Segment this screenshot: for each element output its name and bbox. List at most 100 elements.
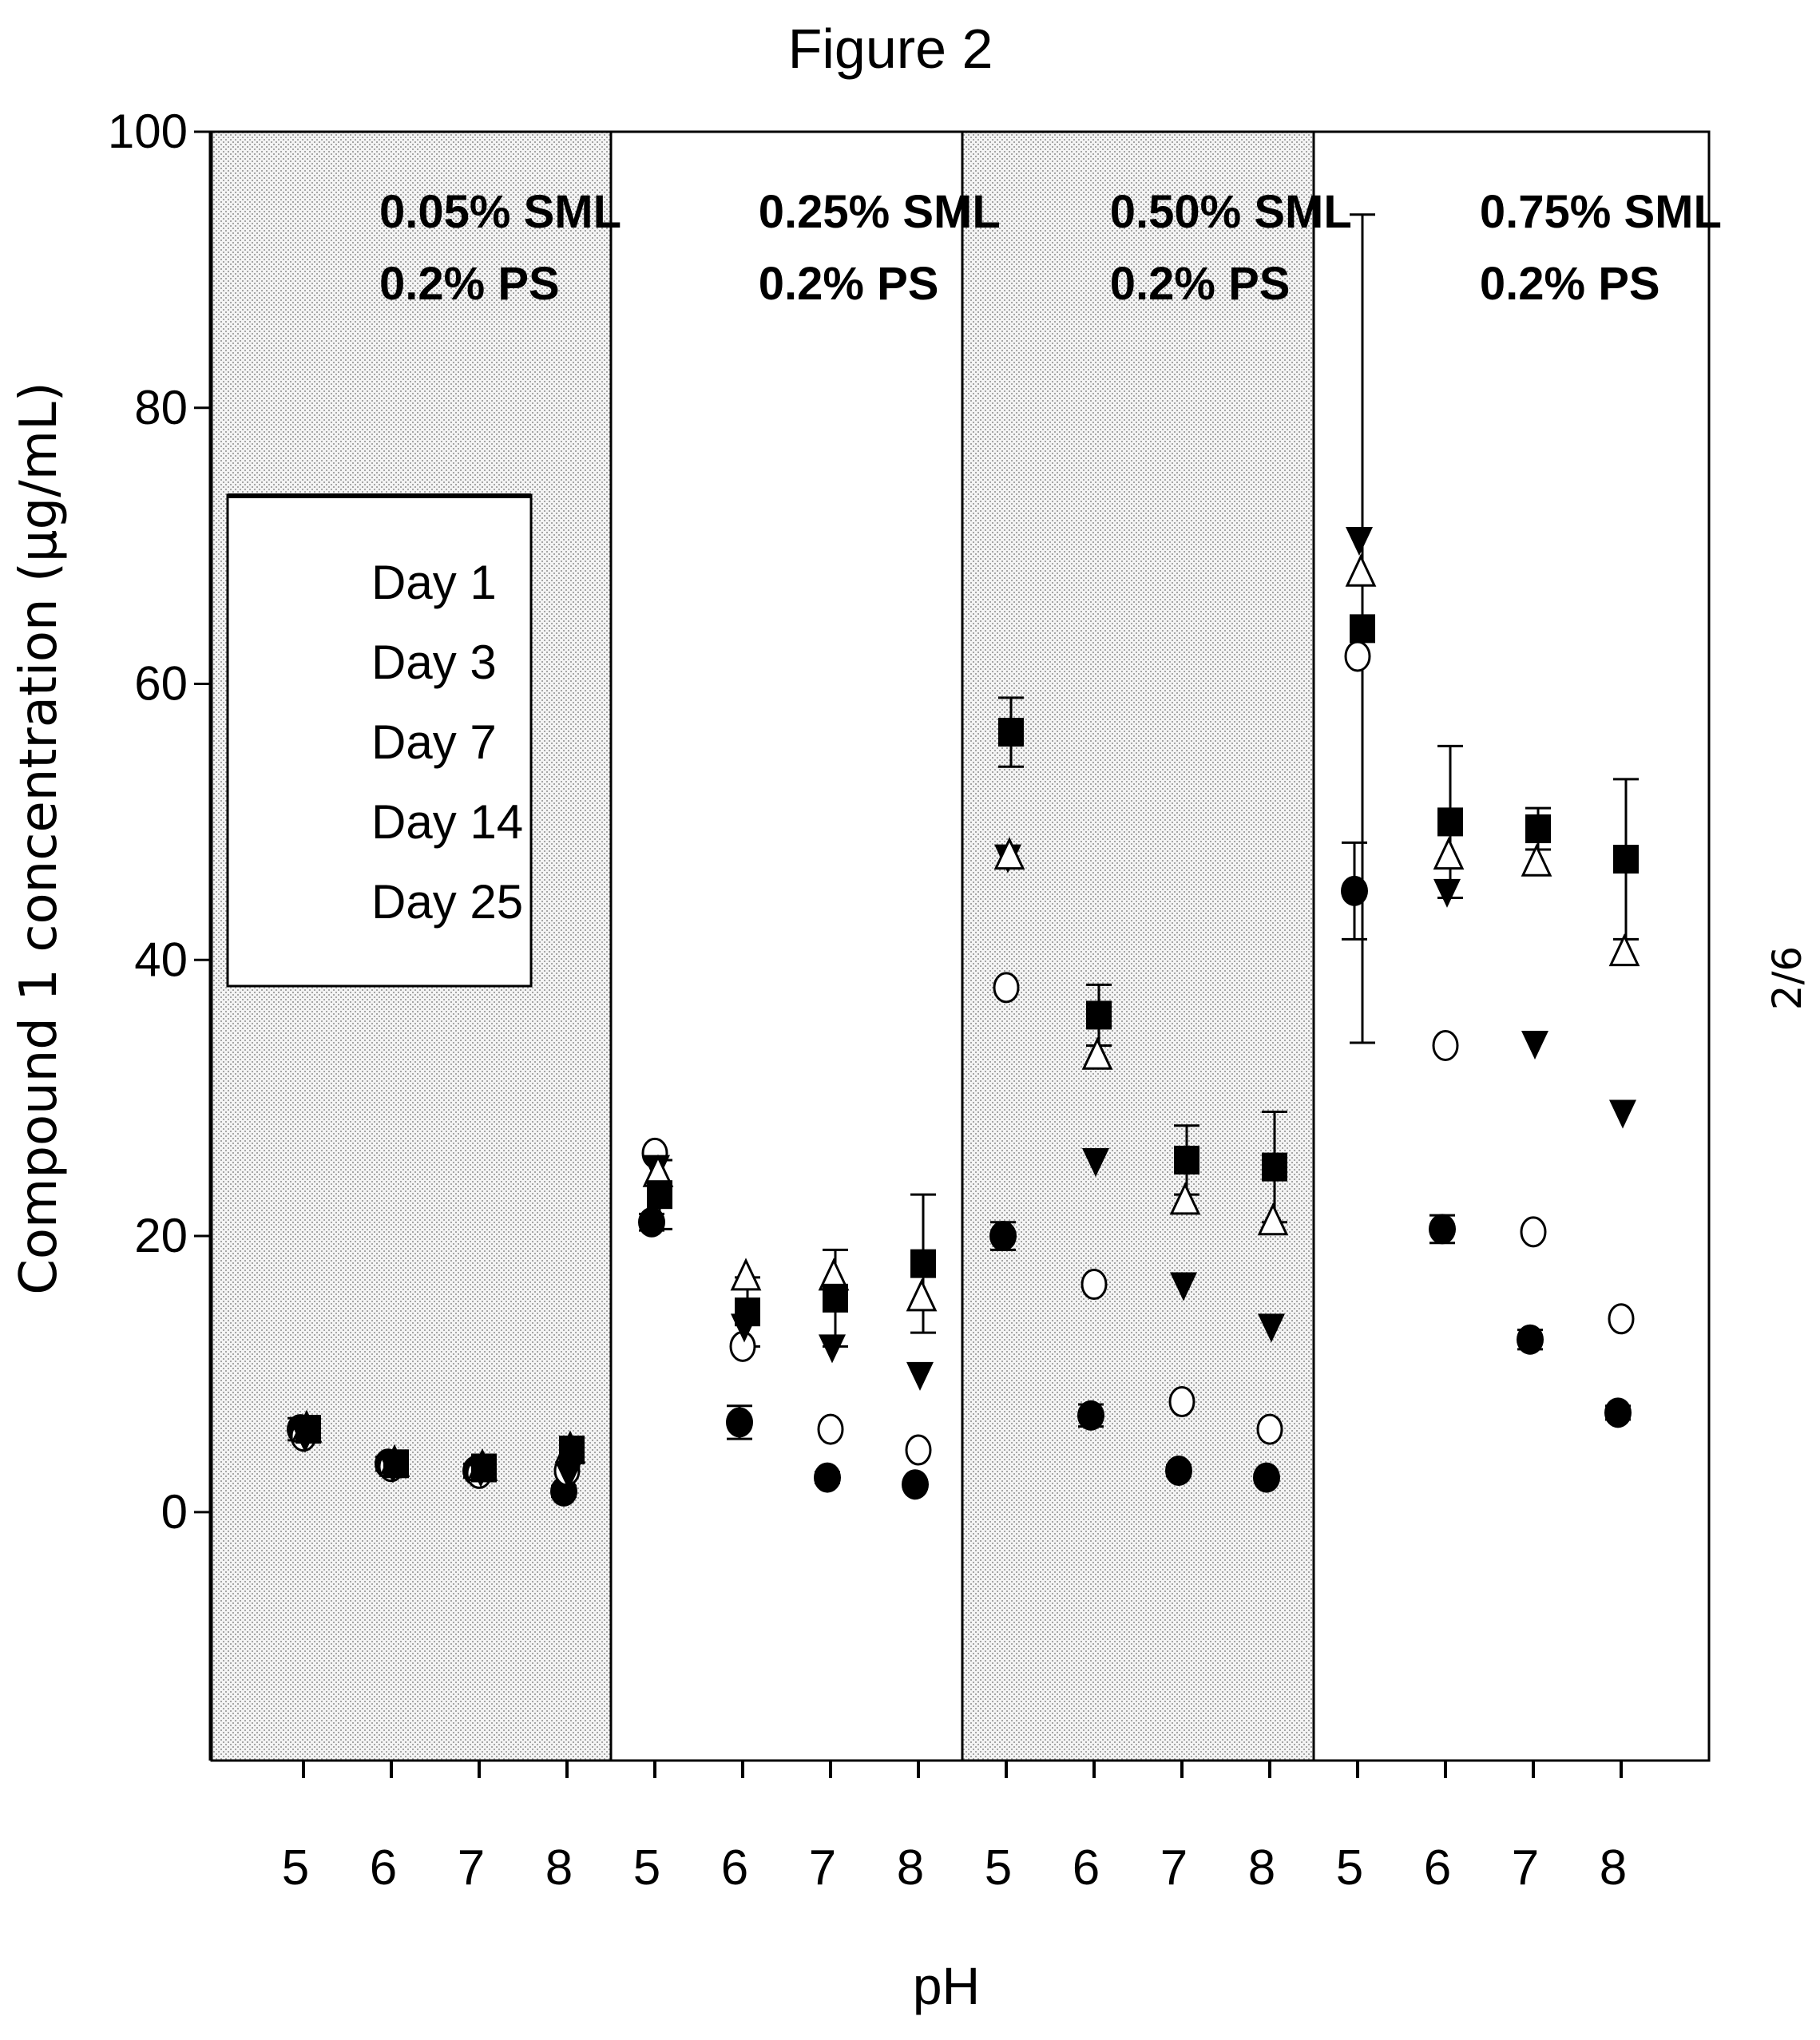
y-axis-title: Compound 1 concentration (µg/mL) — [10, 382, 69, 1295]
marker-day-7 — [1170, 1272, 1197, 1301]
y-tick-label: 40 — [134, 933, 188, 986]
marker-day-1 — [989, 1221, 1017, 1252]
marker-day-3 — [1081, 1269, 1108, 1301]
marker-day-3 — [1432, 1029, 1459, 1061]
x-tick-label: 5 — [282, 1840, 309, 1895]
marker-day-14 — [730, 1258, 762, 1291]
x-tick-label: 7 — [1160, 1840, 1188, 1895]
x-tick-label: 5 — [985, 1840, 1012, 1895]
marker-day-7 — [1346, 527, 1373, 556]
x-tick-label: 8 — [897, 1840, 924, 1895]
marker-day-7 — [1433, 878, 1461, 908]
panel-4 — [1312, 130, 1711, 1762]
panel-label-line2: 0.2% PS — [1480, 258, 1660, 310]
marker-day-1 — [1253, 1462, 1280, 1493]
marker-day-7 — [906, 1361, 934, 1391]
x-tick-label: 7 — [458, 1840, 485, 1895]
marker-day-3 — [1608, 1303, 1635, 1335]
panel-2 — [609, 130, 964, 1762]
marker-day-25 — [823, 1283, 848, 1313]
x-tick-label: 6 — [721, 1840, 748, 1895]
marker-day-7 — [1258, 1313, 1285, 1343]
marker-day-25 — [383, 1449, 409, 1479]
y-axis: 0 20 40 60 80 100 — [108, 105, 212, 1761]
panel-backgrounds — [210, 130, 1711, 1762]
x-axis-title: pH — [913, 1956, 980, 2015]
plot-frame — [210, 130, 1711, 1762]
x-tick-label: 7 — [809, 1840, 836, 1895]
y-tick-label: 0 — [161, 1485, 188, 1539]
panel-3 — [961, 130, 1315, 1762]
x-tick-label: 7 — [1512, 1840, 1539, 1895]
legend: Day 1 Day 3 Day 7 Day 14 Day 25 — [226, 493, 533, 988]
marker-day-1 — [1165, 1455, 1192, 1486]
marker-day-1 — [1517, 1324, 1544, 1355]
marker-day-7 — [1521, 1031, 1548, 1060]
marker-day-3 — [1256, 1413, 1283, 1445]
y-tick-label: 60 — [134, 657, 188, 711]
panel-label-line2: 0.2% PS — [1110, 258, 1291, 310]
legend-label: Day 3 — [371, 636, 497, 689]
panel-label-line1: 0.50% SML — [1110, 186, 1352, 238]
marker-day-14 — [1081, 1036, 1113, 1070]
x-tick-label: 8 — [545, 1840, 573, 1895]
x-tick-label: 6 — [370, 1840, 397, 1895]
marker-day-7 — [1609, 1099, 1636, 1129]
marker-day-25 — [559, 1436, 585, 1465]
marker-day-1 — [1077, 1400, 1104, 1431]
marker-day-3 — [817, 1413, 844, 1445]
marker-day-25 — [295, 1415, 321, 1444]
x-tick-label: 6 — [1424, 1840, 1451, 1895]
legend-label: Day 1 — [371, 556, 497, 609]
marker-day-14 — [1521, 843, 1552, 877]
panel-label-line1: 0.25% SML — [759, 186, 1001, 238]
marker-day-1 — [638, 1206, 665, 1238]
marker-day-14 — [1608, 933, 1640, 967]
marker-day-25 — [471, 1453, 497, 1483]
marker-day-1 — [814, 1462, 841, 1493]
legend-label: Day 25 — [371, 875, 523, 929]
y-tick-label: 20 — [134, 1209, 188, 1262]
x-tick-label: 6 — [1073, 1840, 1100, 1895]
x-tick-label: 8 — [1248, 1840, 1275, 1895]
data-markers — [284, 527, 1640, 1507]
panel-label-line1: 0.75% SML — [1480, 186, 1722, 238]
marker-day-3 — [1344, 640, 1371, 672]
figure-title: Figure 2 — [788, 18, 993, 80]
page-number: 2/6 — [1764, 946, 1810, 1010]
marker-day-25 — [647, 1180, 672, 1210]
marker-day-14 — [1169, 1182, 1201, 1215]
marker-day-7 — [1082, 1147, 1109, 1177]
marker-day-3 — [905, 1434, 932, 1466]
legend-label: Day 14 — [371, 795, 523, 849]
marker-day-14 — [1345, 553, 1377, 587]
panel-labels: 0.05% SML 0.2% PS 0.25% SML 0.2% PS 0.50% SM… — [379, 186, 1722, 310]
marker-day-25 — [1262, 1152, 1287, 1182]
marker-day-1 — [1429, 1214, 1456, 1245]
marker-day-14 — [993, 837, 1025, 870]
marker-day-25 — [910, 1249, 936, 1278]
marker-day-1 — [1604, 1397, 1632, 1428]
panel-label-line2: 0.2% PS — [379, 258, 560, 310]
marker-day-25 — [1613, 845, 1639, 874]
marker-day-14 — [906, 1278, 938, 1312]
marker-day-25 — [1525, 814, 1551, 844]
legend-label: Day 7 — [371, 715, 497, 769]
marker-day-25 — [998, 718, 1024, 747]
marker-day-14 — [1433, 837, 1465, 870]
marker-day-25 — [1350, 614, 1375, 644]
x-axis: 5 6 7 8 5 6 7 8 5 6 7 8 5 6 7 8 — [282, 1761, 1627, 1895]
marker-day-1 — [1341, 875, 1368, 906]
y-tick-label: 80 — [134, 381, 188, 434]
y-tick-label: 100 — [108, 105, 188, 158]
marker-day-25 — [1086, 1000, 1112, 1030]
marker-day-1 — [726, 1407, 753, 1438]
panel-label-line1: 0.05% SML — [379, 186, 621, 238]
marker-day-25 — [735, 1297, 760, 1327]
marker-day-14 — [1257, 1202, 1289, 1236]
x-tick-label: 5 — [1336, 1840, 1363, 1895]
marker-day-3 — [1520, 1216, 1547, 1248]
legend-box — [226, 493, 533, 988]
marker-day-25 — [1437, 807, 1463, 837]
